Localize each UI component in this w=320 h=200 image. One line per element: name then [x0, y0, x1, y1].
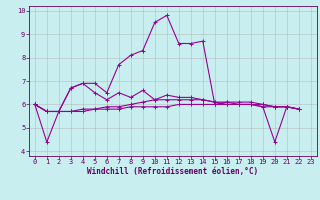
- X-axis label: Windchill (Refroidissement éolien,°C): Windchill (Refroidissement éolien,°C): [87, 167, 258, 176]
